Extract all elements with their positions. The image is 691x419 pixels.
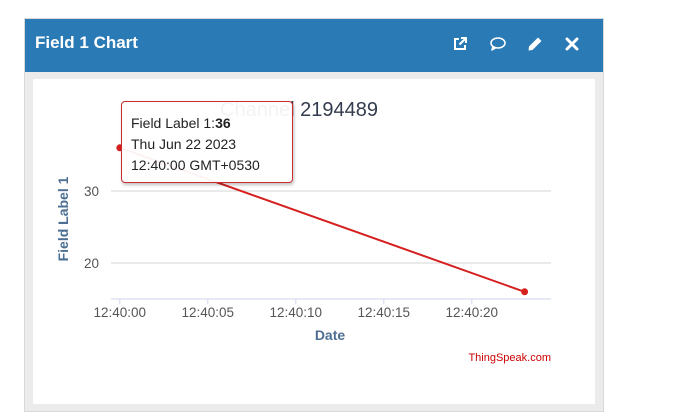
data-point: [521, 288, 529, 296]
y-tick-label: 20: [84, 256, 99, 271]
chart-tooltip: Field Label 1:36 Thu Jun 22 2023 12:40:0…: [121, 101, 293, 183]
plot-area: Channel 2194489 20 30 12:40:00 12:40:05 12:…: [33, 79, 595, 404]
thingspeak-credit-link[interactable]: ThingSpeak.com: [468, 352, 551, 364]
close-icon[interactable]: [560, 32, 584, 56]
tooltip-label-row: Field Label 1:36: [131, 113, 292, 134]
y-tick-label: 30: [84, 184, 99, 199]
comment-icon[interactable]: [486, 32, 510, 56]
pencil-icon[interactable]: [523, 32, 547, 56]
grid-lines: [111, 190, 551, 264]
tooltip-time: 12:40:00 GMT+0530: [131, 157, 260, 173]
tooltip-value: 36: [215, 115, 231, 131]
y-axis-title: Field Label 1: [55, 176, 71, 261]
x-tick-label: 12:40:10: [270, 305, 323, 320]
chart-widget: Field 1 Chart Channel: [24, 18, 604, 412]
widget-header: Field 1 Chart: [25, 19, 603, 72]
tooltip-label: Field Label 1:: [131, 115, 216, 131]
x-tick-label: 12:40:15: [358, 305, 411, 320]
external-link-icon[interactable]: [448, 32, 472, 56]
x-tick-label: 12:40:20: [446, 305, 499, 320]
widget-title: Field 1 Chart: [35, 33, 138, 52]
tooltip-date: Thu Jun 22 2023: [131, 136, 237, 152]
x-tick-labels: 12:40:00 12:40:05 12:40:10 12:40:15 12:40:20: [94, 299, 499, 320]
x-axis-title: Date: [315, 327, 346, 343]
x-tick-label: 12:40:00: [94, 305, 147, 320]
x-tick-label: 12:40:05: [182, 305, 235, 320]
